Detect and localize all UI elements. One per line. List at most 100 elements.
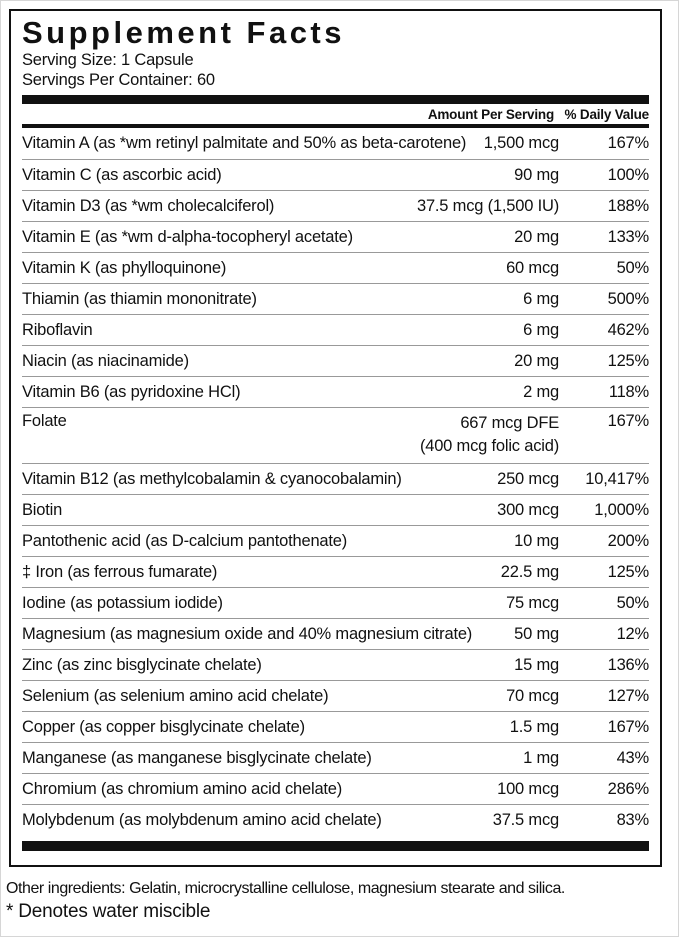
nutrient-name: Manganese (as manganese bisglycinate che… xyxy=(22,748,372,767)
nutrient-daily-value: 125% xyxy=(607,351,650,370)
nutrient-name: Vitamin K (as phylloquinone) xyxy=(22,258,227,277)
nutrient-row: Selenium (as selenium amino acid chelate… xyxy=(22,680,649,711)
nutrient-amount: 20 mg xyxy=(514,351,559,370)
serving-size: Serving Size: 1 Capsule xyxy=(22,50,194,69)
nutrient-amount: 1.5 mg xyxy=(509,717,559,736)
nutrient-name: Vitamin A (as *wm retinyl palmitate and … xyxy=(22,134,467,153)
nutrient-row: Chromium (as chromium amino acid chelate… xyxy=(22,773,649,804)
nutrient-daily-value: 133% xyxy=(607,227,650,246)
nutrient-name: Zinc (as zinc bisglycinate chelate) xyxy=(22,655,262,674)
nutrient-row: Riboflavin 6 mg 462% xyxy=(22,314,649,345)
nutrient-daily-value: 462% xyxy=(607,320,650,339)
nutrient-daily-value: 43% xyxy=(616,748,650,767)
nutrient-row: Manganese (as manganese bisglycinate che… xyxy=(22,742,649,773)
nutrient-daily-value: 1,000% xyxy=(594,500,649,519)
column-header-row: Amount Per Serving % Daily Value xyxy=(22,104,649,124)
nutrient-daily-value: 50% xyxy=(616,593,650,612)
nutrient-name: Niacin (as niacinamide) xyxy=(22,351,189,370)
nutrient-table: Vitamin A (as *wm retinyl palmitate and … xyxy=(22,128,649,835)
column-header-amount: Amount Per Serving xyxy=(427,106,554,122)
nutrient-daily-value: 125% xyxy=(607,562,650,581)
nutrient-row: Vitamin B6 (as pyridoxine HCl) 2 mg 118% xyxy=(22,376,649,407)
nutrient-daily-value: 83% xyxy=(616,810,650,829)
divider-thick-bottom xyxy=(22,841,649,852)
nutrient-row: Pantothenic acid (as D-calcium pantothen… xyxy=(22,525,649,556)
nutrient-name: Chromium (as chromium amino acid chelate… xyxy=(22,779,343,798)
nutrient-amount: 100 mcg xyxy=(497,779,559,798)
nutrient-name: Magnesium (as magnesium oxide and 40% ma… xyxy=(22,624,473,643)
nutrient-amount: 22.5 mg xyxy=(500,562,559,581)
nutrient-row: Vitamin A (as *wm retinyl palmitate and … xyxy=(22,128,649,159)
column-header-daily-value: % Daily Value xyxy=(564,106,650,122)
divider-medium xyxy=(22,124,649,129)
nutrient-daily-value: 200% xyxy=(607,531,650,550)
nutrient-row: Vitamin K (as phylloquinone) 60 mcg 50% xyxy=(22,252,649,283)
label-footer: Other ingredients: Gelatin, microcrystal… xyxy=(6,879,678,924)
nutrient-name: Biotin xyxy=(22,500,63,519)
nutrient-row: Vitamin C (as ascorbic acid) 90 mg 100% xyxy=(22,159,649,190)
servings-per-container: Servings Per Container: 60 xyxy=(22,71,215,89)
nutrient-row: ‡ Iron (as ferrous fumarate) 22.5 mg 125… xyxy=(22,556,649,587)
nutrient-name: Pantothenic acid (as D-calcium pantothen… xyxy=(22,531,348,550)
nutrient-daily-value: 50% xyxy=(616,258,650,277)
nutrient-row: Vitamin B12 (as methylcobalamin & cyanoc… xyxy=(22,463,649,494)
nutrient-row: Vitamin E (as *wm d-alpha-tocopheryl ace… xyxy=(22,221,649,252)
nutrient-amount: 6 mg xyxy=(523,289,559,308)
nutrient-name: Vitamin B12 (as methylcobalamin & cyanoc… xyxy=(22,469,402,488)
nutrient-amount-line2: (400 mcg folic acid) xyxy=(419,436,559,455)
nutrient-amount: 15 mg xyxy=(514,655,559,674)
nutrient-row: Iodine (as potassium iodide) 75 mcg 50% xyxy=(22,587,649,618)
nutrient-name: Iodine (as potassium iodide) xyxy=(22,593,223,612)
nutrient-name: Thiamin (as thiamin mononitrate) xyxy=(22,289,257,308)
nutrient-row: Magnesium (as magnesium oxide and 40% ma… xyxy=(22,618,649,649)
nutrient-name: Molybdenum (as molybdenum amino acid che… xyxy=(22,810,382,829)
nutrient-row: Folate 667 mcg DFE (400 mcg folic acid) 1… xyxy=(22,407,649,463)
nutrient-name: Copper (as copper bisglycinate chelate) xyxy=(22,717,305,736)
nutrient-daily-value: 118% xyxy=(608,382,649,401)
panel-title: Supplement Facts xyxy=(22,15,345,50)
nutrient-amount: 10 mg xyxy=(514,531,559,550)
nutrient-daily-value: 10,417% xyxy=(585,469,649,488)
nutrient-name: Selenium (as selenium amino acid chelate… xyxy=(22,686,329,705)
supplement-facts-panel: Supplement Facts Serving Size: 1 Capsule… xyxy=(9,9,662,868)
other-ingredients-text: Other ingredients: Gelatin, microcrystal… xyxy=(6,880,565,897)
nutrient-amount: 60 mcg xyxy=(506,258,559,277)
nutrient-name: Riboflavin xyxy=(22,320,93,339)
nutrient-amount: 1 mg xyxy=(523,748,559,767)
nutrient-amount: 75 mcg xyxy=(506,593,559,612)
nutrient-amount: 667 mcg DFE (400 mcg folic acid) xyxy=(420,412,559,457)
nutrient-amount: 37.5 mcg (1,500 IU) xyxy=(416,196,559,215)
nutrient-amount: 90 mg xyxy=(514,165,559,184)
nutrient-daily-value: 167% xyxy=(607,412,650,431)
nutrient-name: Vitamin E (as *wm d-alpha-tocopheryl ace… xyxy=(22,227,353,246)
nutrient-row: Copper (as copper bisglycinate chelate) … xyxy=(22,711,649,742)
nutrient-name: ‡ Iron (as ferrous fumarate) xyxy=(22,562,218,581)
nutrient-daily-value: 188% xyxy=(607,196,650,215)
nutrient-name: Vitamin B6 (as pyridoxine HCl) xyxy=(22,382,241,401)
nutrient-amount: 1,500 mcg xyxy=(483,134,559,153)
nutrient-amount: 20 mg xyxy=(514,227,559,246)
nutrient-daily-value: 167% xyxy=(607,134,650,153)
nutrient-name: Vitamin D3 (as *wm cholecalciferol) xyxy=(22,196,275,215)
nutrient-amount: 70 mcg xyxy=(506,686,559,705)
nutrient-row: Molybdenum (as molybdenum amino acid che… xyxy=(22,804,649,835)
nutrient-daily-value: 286% xyxy=(607,779,650,798)
nutrient-amount: 37.5 mcg xyxy=(492,810,559,829)
nutrient-name: Vitamin C (as ascorbic acid) xyxy=(22,165,222,184)
nutrient-name: Folate xyxy=(22,412,67,431)
nutrient-row: Niacin (as niacinamide) 20 mg 125% xyxy=(22,345,649,376)
nutrient-daily-value: 167% xyxy=(607,717,650,736)
nutrient-daily-value: 127% xyxy=(607,686,650,705)
nutrient-amount: 2 mg xyxy=(523,382,559,401)
nutrient-daily-value: 12% xyxy=(616,624,650,643)
water-miscible-footnote: * Denotes water miscible xyxy=(6,900,211,922)
nutrient-row: Thiamin (as thiamin mononitrate) 6 mg 50… xyxy=(22,283,649,314)
nutrient-amount: 250 mcg xyxy=(497,469,559,488)
nutrient-daily-value: 500% xyxy=(607,289,650,308)
nutrient-amount: 6 mg xyxy=(523,320,559,339)
nutrient-amount: 50 mg xyxy=(514,624,559,643)
nutrient-daily-value: 100% xyxy=(607,165,650,184)
nutrient-daily-value: 136% xyxy=(607,655,650,674)
nutrient-row: Zinc (as zinc bisglycinate chelate) 15 m… xyxy=(22,649,649,680)
